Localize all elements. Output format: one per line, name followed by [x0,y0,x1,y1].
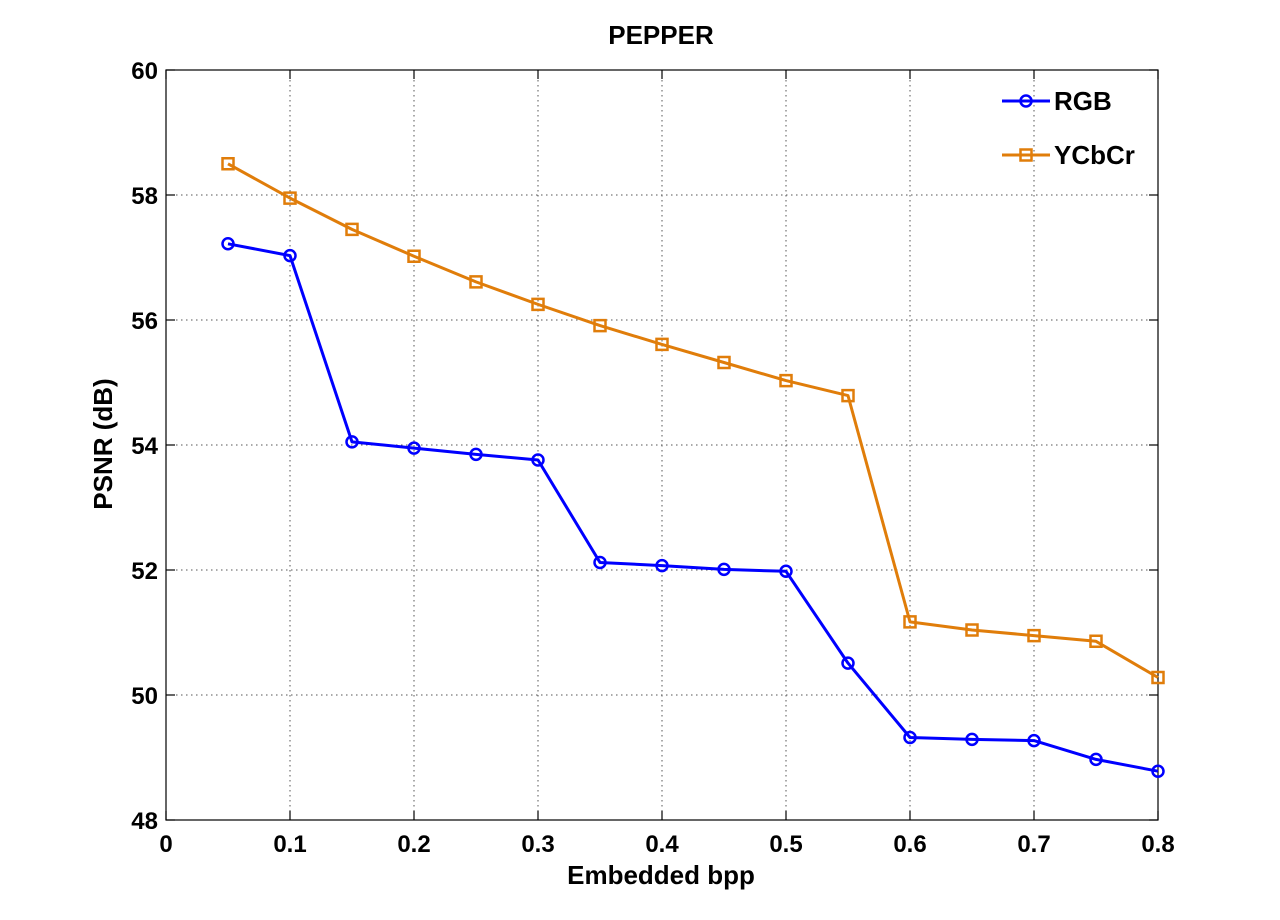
y-tick-label: 54 [131,433,158,460]
data-point-ycbcr [655,337,669,352]
data-point-rgb [593,555,607,570]
legend-marker-rgb [1019,94,1033,108]
y-tick-label: 52 [131,558,158,585]
data-point-ycbcr [407,249,421,263]
data-point-rgb [345,435,359,449]
data-point-rgb [407,441,421,455]
data-point-rgb [531,453,545,467]
data-point-ycbcr [903,615,917,629]
series-layer [221,157,1165,778]
data-point-ycbcr [965,623,979,637]
data-point-rgb [779,564,793,578]
x-tick-label: 0.8 [1141,831,1174,858]
series-ycbcr [221,157,1165,685]
x-tick-label: 0.3 [521,831,554,858]
data-point-ycbcr [469,275,483,289]
y-tick-label: 58 [131,183,158,210]
legend-marker-ycbcr [1019,148,1033,162]
data-point-ycbcr [1027,628,1041,643]
series-line-rgb [227,242,1159,773]
x-tick-label: 0.5 [769,831,802,858]
data-point-ycbcr [1089,634,1103,648]
data-point-rgb [1089,752,1103,767]
y-tick-label: 60 [131,58,158,85]
x-tick-label: 0.6 [893,831,926,858]
series-rgb [221,237,1165,778]
series-line-ycbcr [227,162,1159,679]
data-point-rgb [717,562,731,577]
y-tick-label: 48 [131,808,158,835]
data-point-rgb [283,248,297,263]
data-point-ycbcr [593,318,607,333]
data-point-rgb [469,447,483,462]
y-tick-label: 50 [131,683,158,710]
grid-lines [166,70,1158,820]
data-point-rgb [903,730,917,745]
data-point-ycbcr [531,297,545,312]
chart-title: PEPPER [608,20,714,50]
data-point-rgb [655,558,669,573]
data-point-rgb [221,237,235,251]
x-axis-title: Embedded bpp [567,860,755,890]
y-axis-title: PSNR (dB) [88,378,118,509]
data-point-ycbcr [283,191,297,205]
data-point-rgb [1027,733,1041,748]
data-point-ycbcr [717,355,731,370]
data-point-rgb [1151,764,1165,778]
data-point-ycbcr [841,388,855,403]
x-tick-label: 0 [159,831,172,858]
x-tick-label: 0.4 [645,831,679,858]
legend-item-rgb: RGB [1002,86,1112,116]
data-point-ycbcr [221,157,235,171]
legend-label-ycbcr: YCbCr [1054,140,1135,170]
x-tick-label: 0.2 [397,831,430,858]
data-point-ycbcr [779,373,793,388]
data-point-ycbcr [345,222,359,237]
x-tick-label: 0.1 [273,831,306,858]
legend-label-rgb: RGB [1054,86,1112,116]
axis-ticks: 0 0.1 0.2 0.3 0.4 0.5 0.6 0.7 0.8 48 50 52 54 56 58 60 [131,58,1174,858]
legend-item-ycbcr: YCbCr [1002,140,1135,170]
data-point-rgb [965,732,979,747]
data-point-ycbcr [1151,670,1165,685]
data-point-rgb [841,656,855,670]
x-tick-label: 0.7 [1017,831,1050,858]
y-tick-label: 56 [131,308,158,335]
legend: RGB YCbCr [1002,86,1135,170]
